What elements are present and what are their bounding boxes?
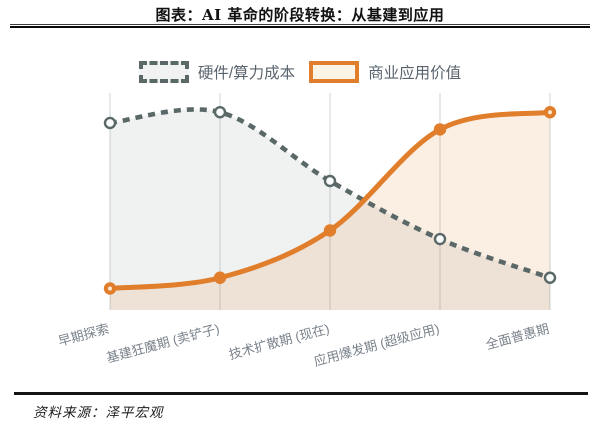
- data-point-marker: [433, 232, 447, 246]
- series-area-value: [110, 112, 550, 310]
- chart-legend: 硬件/算力成本 商业应用价值: [0, 61, 600, 83]
- data-point-marker: [323, 174, 337, 188]
- chart-title: 图表：AI 革命的阶段转换：从基建到应用: [155, 6, 445, 24]
- source-note: 资料来源：泽平宏观: [33, 405, 164, 421]
- legend-label-business-value: 商业应用价值: [368, 65, 462, 82]
- data-point-marker: [433, 123, 447, 136]
- data-point-marker: [323, 224, 337, 237]
- x-axis-label: 应用爆发期 (超级应用): [311, 320, 441, 369]
- legend-item-business-value: 商业应用价值: [309, 61, 461, 83]
- legend-swatch-solid-icon: [309, 61, 360, 83]
- x-axis-label: 早期探索: [56, 320, 111, 349]
- x-axis-label: 基建狂魔期 (卖铲子): [104, 320, 221, 366]
- data-point-marker: [213, 271, 227, 284]
- data-point-marker: [543, 271, 557, 284]
- footer-divider: [14, 392, 588, 395]
- x-axis-label: 全面普惠期: [483, 320, 551, 353]
- legend-label-hardware-cost: 硬件/算力成本: [197, 65, 296, 82]
- line-chart: [103, 93, 557, 310]
- data-point-marker: [213, 106, 227, 119]
- series-line-cost: [109, 107, 551, 280]
- legend-swatch-dashed-icon: [138, 61, 189, 83]
- legend-item-hardware-cost: 硬件/算力成本: [138, 61, 296, 83]
- data-point-marker: [103, 116, 117, 130]
- x-axis-label: 技术扩散期 (现在): [227, 320, 331, 363]
- title-divider: [10, 24, 590, 28]
- data-point-marker-core: [108, 286, 112, 291]
- series-area-cost: [110, 109, 550, 310]
- data-point-marker-core: [548, 110, 552, 115]
